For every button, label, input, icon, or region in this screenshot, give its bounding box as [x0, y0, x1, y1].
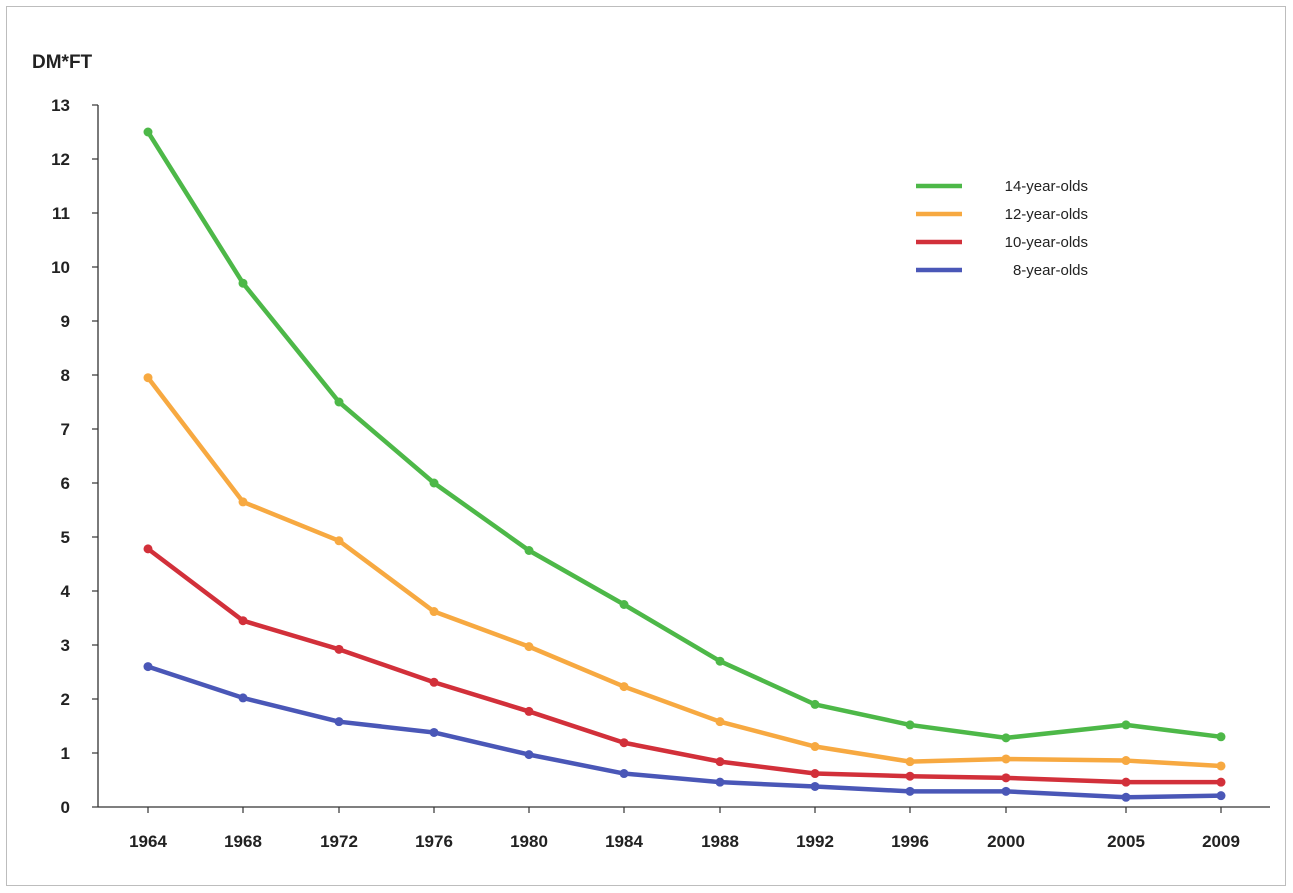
y-tick-label: 3	[61, 636, 70, 655]
y-tick-label: 4	[61, 582, 71, 601]
legend-item: 12-year-olds	[916, 206, 1088, 223]
data-point	[810, 781, 820, 791]
data-point	[429, 677, 439, 687]
y-tick-label: 12	[51, 150, 70, 169]
y-tick-label: 9	[61, 312, 70, 331]
x-tick-label: 1992	[796, 832, 834, 851]
data-point	[524, 546, 534, 555]
series-12-year-olds	[143, 373, 1226, 771]
data-point	[429, 478, 439, 488]
x-tick-label: 1964	[129, 832, 167, 851]
y-tick-label: 5	[61, 528, 70, 547]
data-point	[334, 717, 344, 727]
x-tick-label: 2000	[987, 832, 1025, 851]
data-point	[238, 693, 248, 703]
data-point	[238, 616, 248, 626]
data-point	[143, 544, 153, 554]
data-point	[810, 742, 820, 752]
data-point	[143, 127, 153, 137]
data-point	[1001, 786, 1011, 796]
x-tick-label: 2005	[1107, 832, 1145, 851]
data-point	[905, 757, 915, 767]
y-tick-label: 0	[61, 798, 70, 817]
data-point	[715, 777, 725, 787]
data-point	[619, 738, 629, 748]
y-tick-label: 6	[61, 474, 70, 493]
data-point	[1121, 756, 1131, 766]
series-line	[145, 664, 1224, 800]
data-point	[334, 536, 344, 546]
data-point	[619, 600, 629, 609]
x-tick-label: 1996	[891, 832, 929, 851]
data-point	[715, 757, 725, 767]
data-point	[1216, 777, 1226, 787]
legend-label: 8-year-olds	[1013, 262, 1088, 279]
legend-label: 10-year-olds	[1005, 234, 1088, 251]
y-tick-label: 8	[61, 366, 70, 385]
data-point	[334, 644, 344, 654]
y-tick-label: 11	[52, 204, 70, 223]
series-lines	[143, 127, 1226, 802]
data-point	[1001, 773, 1011, 783]
series-10-year-olds	[143, 544, 1226, 787]
series-line	[145, 375, 1224, 769]
x-tick-label: 2009	[1202, 832, 1240, 851]
data-point	[143, 373, 153, 383]
x-tick-label: 1968	[224, 832, 262, 851]
series-14-year-olds	[143, 127, 1226, 743]
data-point	[429, 727, 439, 737]
data-point	[619, 769, 629, 779]
data-point	[524, 706, 534, 716]
data-point	[238, 497, 248, 507]
series-8-year-olds	[143, 662, 1226, 802]
y-tick-label: 7	[61, 420, 70, 439]
y-tick-label: 13	[51, 96, 70, 115]
data-point	[619, 682, 629, 692]
legend-item: 14-year-olds	[916, 178, 1088, 195]
data-point	[810, 699, 820, 709]
data-point	[1216, 732, 1226, 742]
data-point	[1216, 761, 1226, 771]
data-point	[810, 769, 820, 779]
data-point	[1216, 791, 1226, 801]
data-point	[524, 642, 534, 652]
y-tick-label: 10	[51, 258, 70, 277]
data-point	[905, 771, 915, 781]
series-line	[145, 546, 1224, 785]
data-point	[238, 278, 248, 288]
chart-frame	[6, 6, 1286, 886]
data-point	[1121, 777, 1131, 787]
x-tick-label: 1984	[605, 832, 643, 851]
data-point	[334, 397, 344, 407]
x-tick-label: 1980	[510, 832, 548, 851]
data-point	[429, 607, 439, 617]
x-tick-label: 1976	[415, 832, 453, 851]
y-tick-label: 1	[61, 744, 70, 763]
data-point	[1001, 754, 1011, 764]
y-axis-label: DM*FT	[32, 52, 93, 73]
x-tick-label: 1972	[320, 832, 358, 851]
series-line	[145, 129, 1224, 741]
data-point	[1001, 733, 1011, 743]
legend-item: 10-year-olds	[916, 234, 1088, 251]
data-point	[1121, 720, 1131, 730]
legend-item: 8-year-olds	[916, 262, 1088, 279]
legend: 14-year-olds 12-year-olds 10-year-olds 8-ye…	[916, 178, 1088, 279]
x-tick-label: 1988	[701, 832, 739, 851]
data-point	[1121, 792, 1131, 802]
data-point	[524, 750, 534, 760]
y-tick-label: 2	[61, 690, 70, 709]
legend-label: 14-year-olds	[1005, 178, 1088, 195]
data-point	[143, 662, 153, 672]
data-point	[905, 786, 915, 796]
data-point	[905, 720, 915, 730]
legend-label: 12-year-olds	[1005, 206, 1088, 223]
data-point	[715, 656, 725, 666]
data-point	[715, 717, 725, 727]
